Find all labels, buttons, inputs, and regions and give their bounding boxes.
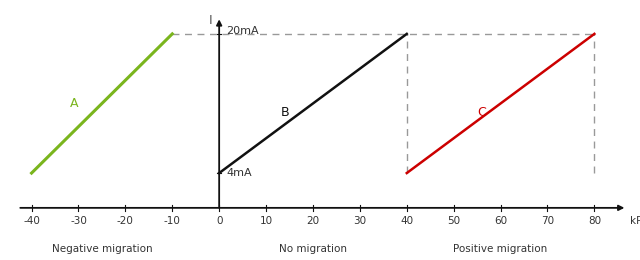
Text: -40: -40 <box>23 216 40 226</box>
Text: 10: 10 <box>259 216 273 226</box>
Text: kPa: kPa <box>630 216 640 226</box>
Text: 40: 40 <box>400 216 413 226</box>
Text: 80: 80 <box>588 216 601 226</box>
Text: No migration: No migration <box>279 244 347 254</box>
Text: 30: 30 <box>353 216 367 226</box>
Text: A: A <box>70 97 78 110</box>
Text: 50: 50 <box>447 216 460 226</box>
Text: -20: -20 <box>117 216 134 226</box>
Text: -10: -10 <box>164 216 180 226</box>
Text: -30: -30 <box>70 216 87 226</box>
Text: 4mA: 4mA <box>226 168 252 178</box>
Text: 60: 60 <box>494 216 507 226</box>
Text: 20mA: 20mA <box>226 26 259 36</box>
Text: 0: 0 <box>216 216 223 226</box>
Text: 70: 70 <box>541 216 554 226</box>
Text: I: I <box>209 14 212 27</box>
Text: Negative migration: Negative migration <box>52 244 152 254</box>
Text: 20: 20 <box>307 216 319 226</box>
Text: B: B <box>280 106 289 119</box>
Text: Positive migration: Positive migration <box>454 244 548 254</box>
Text: C: C <box>477 106 486 119</box>
